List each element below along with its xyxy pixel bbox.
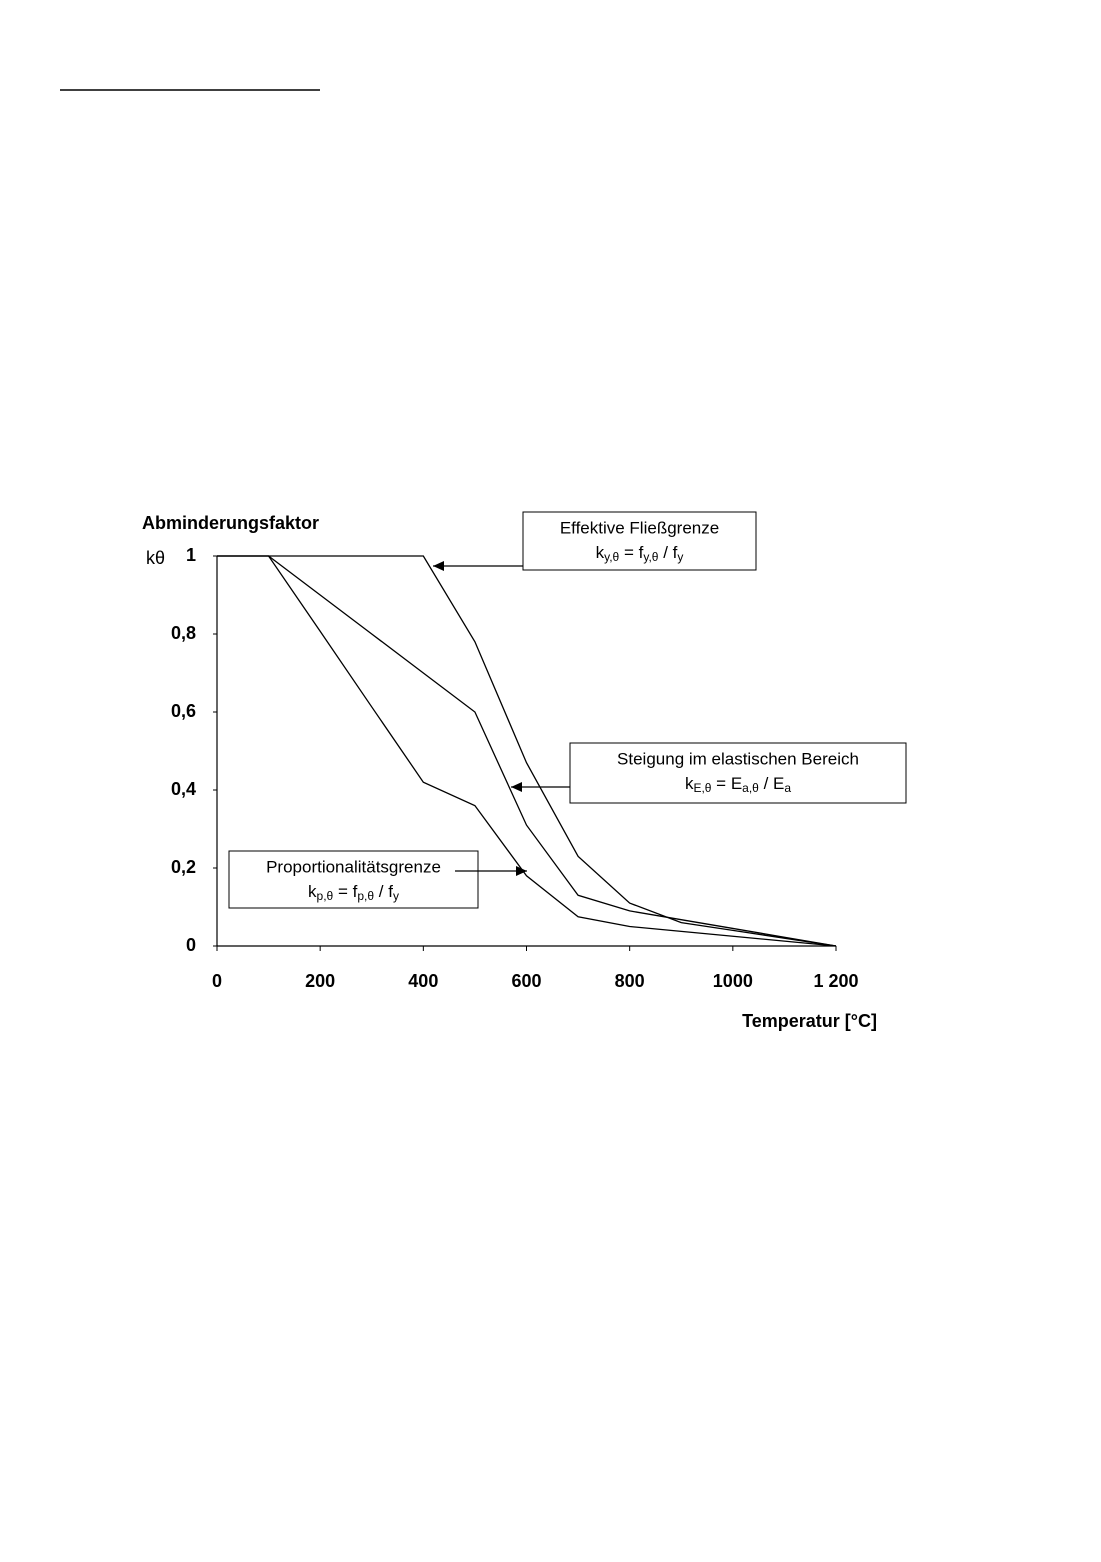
series-line	[217, 555, 837, 947]
x-tick-label: 800	[615, 971, 645, 991]
annotation-formula: kp,θ = fp,θ / fy	[308, 882, 399, 903]
x-tick-label: 200	[305, 971, 335, 991]
arrow-head	[511, 782, 522, 792]
annotation-title: Proportionalitätsgrenze	[266, 857, 441, 876]
formula-part: k	[596, 543, 605, 562]
formula-part: y	[677, 550, 683, 564]
formula-part: / f	[658, 543, 677, 562]
y-axis-symbol: kθ	[146, 548, 165, 568]
formula-part: = f	[619, 543, 643, 562]
series-line	[217, 555, 837, 947]
x-axis-label: Temperatur [°C]	[742, 1011, 877, 1031]
annotation-formula: ky,θ = fy,θ / fy	[596, 543, 684, 564]
annotation-box	[522, 511, 757, 571]
arrow-head	[433, 561, 444, 571]
annotation-box	[569, 742, 907, 804]
annotation-title: Effektive Fließgrenze	[560, 518, 719, 537]
formula-part: = E	[711, 774, 742, 793]
formula-part: k	[685, 774, 694, 793]
y-tick-label: 0,6	[171, 701, 196, 721]
formula-part: E,θ	[693, 781, 711, 795]
formula-part: / E	[759, 774, 785, 793]
x-tick-label: 1 200	[813, 971, 858, 991]
x-tick-label: 400	[408, 971, 438, 991]
formula-part: p,θ	[317, 889, 334, 903]
y-tick-label: 0,4	[171, 779, 196, 799]
y-axis-label: Abminderungsfaktor	[142, 513, 319, 533]
formula-part: y,θ	[643, 550, 658, 564]
annotation-title: Steigung im elastischen Bereich	[617, 749, 859, 768]
y-tick-label: 0,2	[171, 857, 196, 877]
arrow-head	[516, 866, 527, 876]
formula-part: y	[393, 889, 399, 903]
annotation-box	[228, 850, 479, 909]
y-tick-label: 1	[186, 545, 196, 565]
annotation-formula: kE,θ = Ea,θ / Ea	[685, 774, 791, 795]
x-tick-label: 0	[212, 971, 222, 991]
formula-part: a,θ	[742, 781, 759, 795]
y-tick-label: 0,8	[171, 623, 196, 643]
series-line	[217, 555, 837, 947]
formula-part: a	[784, 781, 791, 795]
formula-part: y,θ	[604, 550, 619, 564]
x-tick-label: 600	[511, 971, 541, 991]
formula-part: k	[308, 882, 317, 901]
y-tick-label: 0	[186, 935, 196, 955]
x-tick-label: 1000	[713, 971, 753, 991]
formula-part: p,θ	[357, 889, 374, 903]
formula-part: / f	[374, 882, 393, 901]
formula-part: = f	[333, 882, 357, 901]
